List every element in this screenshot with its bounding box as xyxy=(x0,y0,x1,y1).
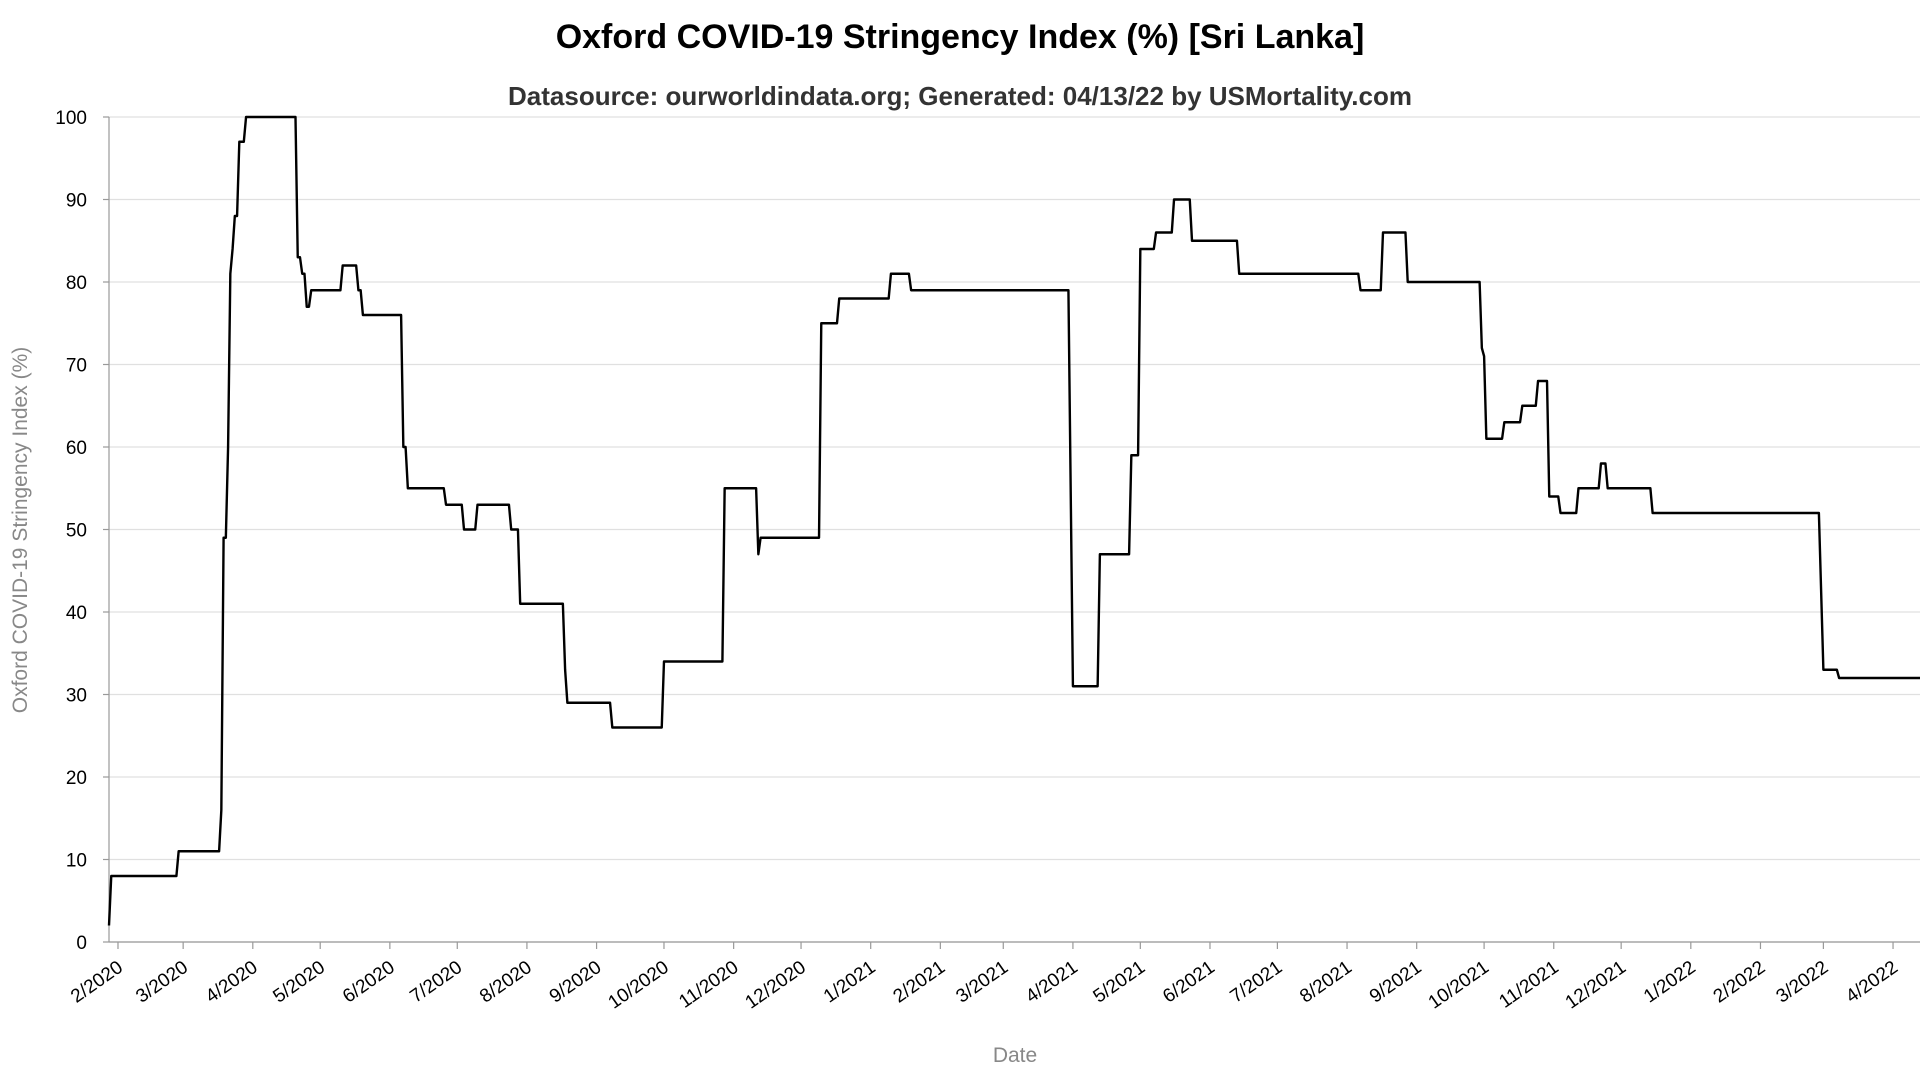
x-tick-label: 2/2021 xyxy=(890,957,950,1008)
x-tick-label: 5/2020 xyxy=(269,957,329,1008)
x-tick-label: 3/2022 xyxy=(1773,957,1833,1008)
x-tick-label: 12/2021 xyxy=(1562,957,1630,1014)
y-tick-label: 70 xyxy=(66,356,87,377)
x-tick-label: 10/2021 xyxy=(1425,957,1493,1014)
y-tick-label: 40 xyxy=(66,603,87,624)
x-tick-label: 3/2021 xyxy=(952,957,1012,1008)
x-tick-label: 2/2020 xyxy=(67,957,127,1008)
x-tick-label: 6/2021 xyxy=(1159,957,1219,1008)
x-tick-label: 8/2021 xyxy=(1296,957,1356,1008)
x-tick-label: 10/2020 xyxy=(605,957,673,1014)
x-tick-label: 11/2020 xyxy=(675,957,742,1013)
x-tick-label: 7/2020 xyxy=(406,957,466,1008)
x-tick-label: 12/2020 xyxy=(742,957,810,1014)
y-tick-label: 0 xyxy=(76,933,87,954)
y-tick-label: 60 xyxy=(66,438,87,459)
y-tick-label: 100 xyxy=(55,108,87,129)
x-tick-label: 4/2021 xyxy=(1022,957,1082,1008)
grid-lines xyxy=(109,116,1920,943)
x-tick-label: 4/2020 xyxy=(202,957,262,1008)
y-tick-label: 90 xyxy=(66,191,87,212)
x-tick-label: 4/2022 xyxy=(1842,957,1902,1008)
x-tick-label: 1/2022 xyxy=(1640,957,1700,1008)
series xyxy=(107,115,1920,926)
chart-title: Oxford COVID-19 Stringency Index (%) [Sr… xyxy=(556,18,1365,56)
y-axis-title: Oxford COVID-19 Stringency Index (%) xyxy=(9,347,32,713)
x-tick-label: 1/2021 xyxy=(820,957,880,1008)
x-tick-label: 7/2021 xyxy=(1227,957,1287,1008)
x-tick-label: 6/2020 xyxy=(339,957,399,1008)
x-tick-label: 3/2020 xyxy=(132,957,192,1008)
y-tick-label: 80 xyxy=(66,273,87,294)
y-tick-label: 10 xyxy=(66,851,87,872)
y-ticks: 0 10 20 30 40 50 60 70 80 90 100 xyxy=(55,108,109,954)
x-tick-label: 9/2020 xyxy=(546,957,606,1008)
x-tick-label: 11/2021 xyxy=(1495,957,1562,1013)
series-line xyxy=(107,115,1920,926)
x-tick-label: 8/2020 xyxy=(476,957,536,1008)
y-tick-label: 30 xyxy=(66,686,87,707)
x-tick-label: 5/2021 xyxy=(1090,957,1150,1008)
x-tick-label: 9/2021 xyxy=(1366,957,1426,1008)
x-ticks: 2/2020 3/2020 4/2020 5/2020 6/2020 7/2020 8/20… xyxy=(67,942,1902,1013)
x-axis-title: Date xyxy=(993,1044,1037,1067)
chart-subtitle: Datasource: ourworldindata.org; Generate… xyxy=(508,81,1412,111)
x-tick-label: 2/2022 xyxy=(1710,957,1770,1008)
y-tick-label: 20 xyxy=(66,768,87,789)
y-tick-label: 50 xyxy=(66,521,87,542)
